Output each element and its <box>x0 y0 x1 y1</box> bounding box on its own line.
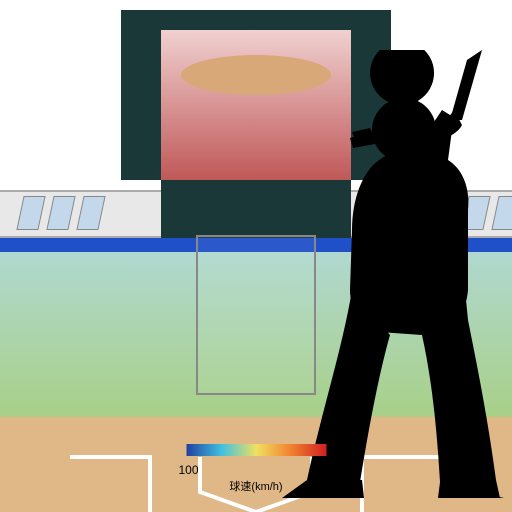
pitch-scene: 100 150 球速(km/h) <box>0 0 512 512</box>
legend-ticks: 100 150 <box>179 463 334 477</box>
legend-colorbar <box>186 444 326 456</box>
speed-legend: 100 150 球速(km/h) <box>179 443 334 494</box>
legend-tick-min: 100 <box>179 463 199 477</box>
legend-tick-max: 150 <box>313 463 333 477</box>
batter-silhouette <box>252 50 512 510</box>
legend-label: 球速(km/h) <box>179 478 334 494</box>
